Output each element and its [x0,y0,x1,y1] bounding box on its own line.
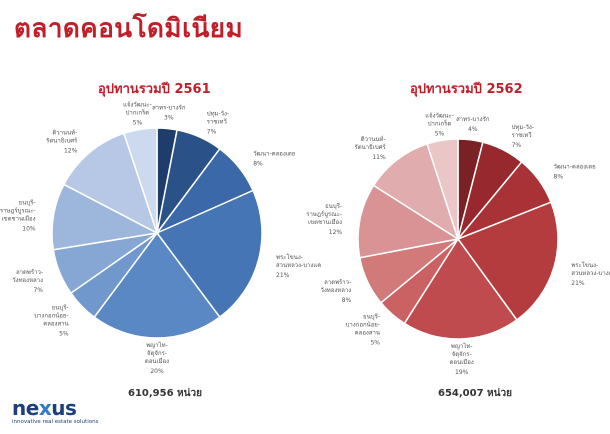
slice-label-0-3: พระโขนง-สวนหลวง-บางแค 21% [276,253,321,279]
logo-tagline: innovative real estate solutions [12,419,99,425]
chart-total-2561: 610,956 หน่วย [128,388,202,399]
pie-slice-1-9 [426,138,459,240]
pie-slice-1-8 [372,142,460,241]
pie-slice-0-8 [62,132,159,235]
slice-label-0-2: วัฒนา-คลองเตย 8% [253,150,295,167]
slice-label-1-2: วัฒนา-คลองเตย 8% [554,164,596,181]
pie-slice-0-3 [155,189,263,319]
slice-label-1-5: ธนบุรี-บางกอกน้อย-คลองสาน 5% [346,313,381,347]
slice-label-0-6: ลาดพร้าว-วังทองหลาง 7% [12,269,43,294]
slice-label-1-6: ลาดพร้าว-วังทองหลาง 8% [320,279,351,304]
logo-word-a: ne [12,396,39,420]
logo-wordmark: nexus [12,398,98,418]
pie-chart-2562: สาทร-บางรัก 4% ปทุม-วัง-ราชเทวี 7% วัฒนา-คลอ… [306,113,610,376]
pie-slice-1-4 [403,237,518,340]
slice-label-0-8: ดิวานนท์-รัตนาธิเบศร์ 12% [46,128,78,154]
page-title: ตลาดคอนโดมิเนียม [14,14,244,44]
slice-label-1-9: แจ้งวัฒนะ-ปากเกร็ด 5% [425,113,454,138]
slice-label-0-7: ธนบุรี-ราษฎร์บูรณะ-เขตชานเมือง 10% [0,198,36,232]
chart-total-2562: 654,007 หน่วย [438,388,512,399]
slice-label-1-4: พญาไท-จัตุจักร-ดอนเมือง 19% [450,342,474,376]
slice-label-1-8: ดิวานนท์-รัตนาธิเบศร์ 11% [355,135,387,161]
pie-slice-0-9 [122,127,158,234]
slice-label-1-1: ปทุม-วัง-ราชเทวี 7% [512,124,534,149]
logo-word-x: x [38,396,52,420]
slice-label-0-0: สาทร-บางรัก 3% [152,105,186,122]
slice-label-0-1: ปทุม-วัง-ราชเทวี 7% [207,111,229,136]
pie-slice-0-4 [93,231,221,339]
chart-title-2562: อุปทานรวมปี 2562 [410,82,523,97]
slice-label-0-5: ธนบุรี-บางกอกน้อย-คลองสาน 5% [34,304,69,338]
slice-label-1-7: ธนบุรี-ราษฎร์บูรณะ-เขตชานเมือง 12% [306,202,342,236]
chart-title-2561: อุปทานรวมปี 2561 [98,82,211,97]
slice-label-1-0: สาทร-บางรัก 4% [456,116,490,133]
logo-word-b: us [51,396,77,420]
nexus-logo: nexus innovative real estate solutions [12,398,98,425]
slice-label-0-4: พญาไท-จัตุจักร-ดอนเมือง 20% [145,341,169,375]
pie-chart-2561: สาทร-บางรัก 3% ปทุม-วัง-ราชเทวี 7% วัฒนา-คลอ… [0,102,321,375]
pie-slice-1-7 [357,184,461,259]
pie-slice-1-3 [456,201,559,321]
slice-label-0-9: แจ้งวัฒนะ-ปากเกร็ด 5% [123,102,152,127]
